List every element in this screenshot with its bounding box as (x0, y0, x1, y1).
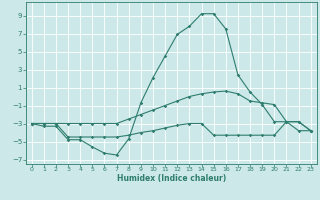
X-axis label: Humidex (Indice chaleur): Humidex (Indice chaleur) (116, 174, 226, 183)
